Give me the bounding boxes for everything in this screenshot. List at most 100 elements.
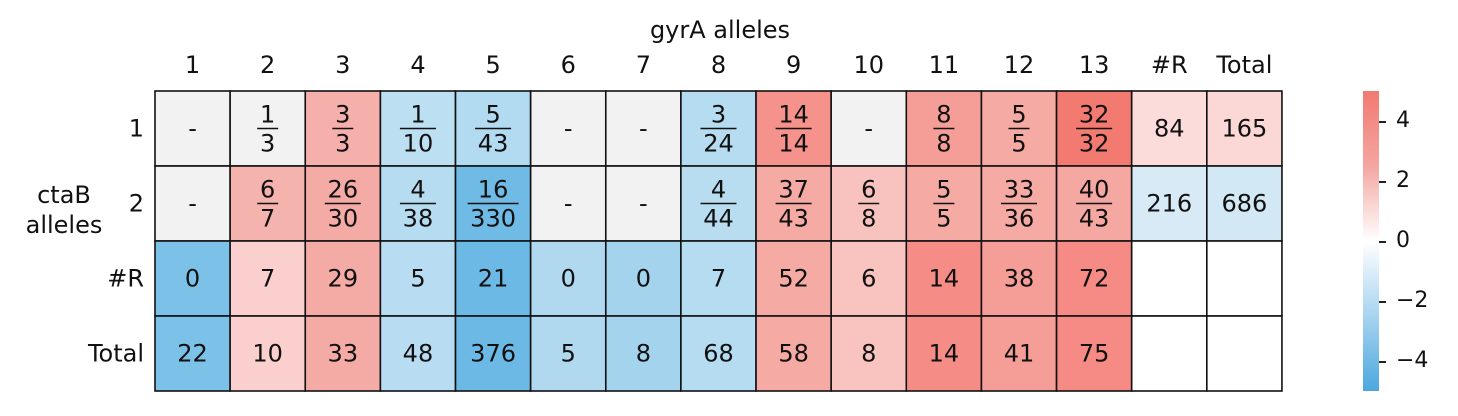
cell-r3-c7 (680, 315, 757, 392)
cell-numerator: 5 (1011, 101, 1026, 129)
cell-r1-c6 (604, 165, 682, 242)
cell-r1-c14 (1206, 165, 1283, 242)
cell-denominator: 44 (703, 205, 734, 233)
cell-numerator: 33 (1004, 176, 1035, 204)
cell-r3-c11 (980, 315, 1058, 392)
cell-denominator: 43 (1079, 205, 1110, 233)
cell-r2-c9 (830, 240, 908, 317)
cell-numerator: 40 (1079, 176, 1110, 204)
cell-denominator: 43 (478, 130, 509, 158)
colorbar-tick-label: −2 (1396, 288, 1429, 313)
cell-r1-c0 (154, 165, 231, 242)
cell-value: 14 (929, 340, 960, 368)
cell-value: 72 (1079, 265, 1110, 293)
cell-numerator: 3 (335, 101, 350, 129)
cell-value: 8 (636, 340, 651, 368)
col-label: 3 (335, 51, 350, 79)
cell-value: 7 (711, 265, 726, 293)
cell-r3-c4 (454, 315, 532, 392)
col-label: 11 (929, 51, 960, 79)
cell-denominator: 36 (1004, 205, 1035, 233)
cell-r2-c4 (454, 240, 532, 317)
cell-value: 0 (636, 265, 651, 293)
cell-numerator: 8 (936, 101, 951, 129)
colorbar-tick-label: −4 (1396, 348, 1429, 373)
cell-value: 5 (561, 340, 576, 368)
colorbar-tick-label: 0 (1396, 228, 1410, 253)
cell-denominator: 3 (260, 130, 275, 158)
cell-r1-c5 (529, 165, 607, 242)
cell-numerator: 4 (711, 176, 726, 204)
col-label: 8 (711, 51, 726, 79)
cell-value: 33 (328, 340, 359, 368)
cell-r2-c1 (229, 240, 307, 317)
cell-value: 165 (1221, 115, 1267, 143)
cell-r3-c1 (229, 315, 307, 392)
colorbar-tick (1379, 241, 1386, 243)
cell-r2-c7 (680, 240, 757, 317)
cell-denominator: 32 (1079, 130, 1110, 158)
col-label: 5 (485, 51, 500, 79)
cell-r2-c14 (1206, 240, 1283, 317)
cell-value: 21 (478, 265, 509, 293)
cell-numerator: 5 (485, 101, 500, 129)
cell-r3-c14 (1206, 315, 1283, 392)
cell-r3-c3 (379, 315, 457, 392)
cell-value: - (864, 115, 873, 143)
cell-numerator: 14 (778, 101, 809, 129)
cell-r3-c0 (154, 315, 231, 392)
colorbar-tick-label: 4 (1396, 108, 1410, 133)
y-axis-title-line-1: ctaB (37, 181, 91, 209)
cell-numerator: 32 (1079, 101, 1110, 129)
cell-numerator: 16 (478, 176, 509, 204)
cell-denominator: 3 (335, 130, 350, 158)
cell-denominator: 7 (260, 205, 275, 233)
col-label: 2 (260, 51, 275, 79)
cell-denominator: 5 (936, 205, 951, 233)
cell-value: - (564, 115, 573, 143)
cell-denominator: 5 (1011, 130, 1026, 158)
cell-r2-c5 (529, 240, 607, 317)
cell-denominator: 43 (778, 205, 809, 233)
col-label: 9 (786, 51, 801, 79)
col-label: #R (1151, 51, 1188, 79)
cell-value: 216 (1146, 190, 1192, 218)
x-axis-title: gyrA alleles (649, 16, 791, 44)
row-label: 2 (129, 190, 144, 218)
cell-numerator: 1 (410, 101, 425, 129)
row-label: 1 (129, 115, 144, 143)
cell-value: 0 (185, 265, 200, 293)
cell-value: 52 (778, 265, 809, 293)
cell-value: 10 (252, 340, 283, 368)
cell-denominator: 30 (328, 205, 359, 233)
colorbar (1363, 91, 1379, 391)
cell-r3-c6 (604, 315, 682, 392)
row-label: Total (87, 340, 144, 368)
cell-numerator: 26 (328, 176, 359, 204)
cell-value: 376 (470, 340, 516, 368)
cell-r3-c13 (1130, 315, 1208, 392)
col-label: 1 (185, 51, 200, 79)
cell-numerator: 37 (778, 176, 809, 204)
cell-value: - (639, 190, 648, 218)
cell-value: 29 (328, 265, 359, 293)
cell-denominator: 10 (403, 130, 434, 158)
col-label: 12 (1004, 51, 1035, 79)
cell-value: - (188, 190, 197, 218)
cell-value: - (188, 115, 197, 143)
cell-r2-c13 (1130, 240, 1208, 317)
cell-r3-c2 (304, 315, 382, 392)
cell-value: 6 (861, 265, 876, 293)
cell-value: 7 (260, 265, 275, 293)
cell-value: - (639, 115, 648, 143)
colorbar-tick (1379, 121, 1386, 123)
cell-r0-c6 (604, 90, 682, 167)
cell-r2-c3 (379, 240, 457, 317)
colorbar-tick (1379, 301, 1386, 303)
cell-value: 41 (1004, 340, 1035, 368)
cell-denominator: 8 (861, 205, 876, 233)
cell-r0-c14 (1206, 90, 1283, 167)
cell-value: - (564, 190, 573, 218)
cell-numerator: 6 (861, 176, 876, 204)
